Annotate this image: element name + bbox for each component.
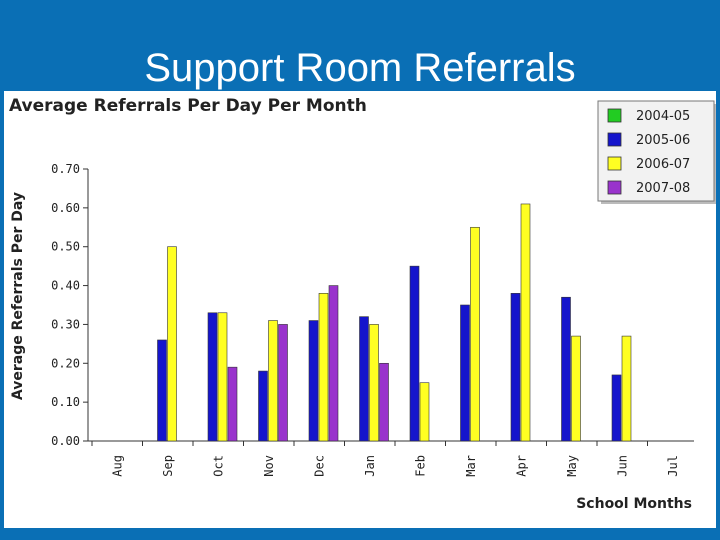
bar xyxy=(611,374,622,442)
x-tick-label: Jul xyxy=(666,455,680,477)
bar xyxy=(318,293,329,442)
legend-swatch xyxy=(607,132,622,147)
bar xyxy=(359,316,369,442)
y-tick-label: 0.10 xyxy=(51,395,80,409)
bar xyxy=(207,312,218,442)
slide-title: Support Room Referrals xyxy=(144,46,576,90)
y-tick-label: 0.20 xyxy=(51,356,80,370)
legend: 2004-05 2005-06 2006-07 2007-08 xyxy=(597,100,716,204)
bar xyxy=(258,370,268,442)
x-tick-label: Oct xyxy=(211,455,225,477)
y-axis-title: Average Referrals Per Day xyxy=(10,192,26,400)
x-tick-label: Mar xyxy=(464,455,478,477)
x-tick-label: Dec xyxy=(312,455,326,477)
bar xyxy=(510,293,521,442)
y-tick-label: 0.70 xyxy=(51,162,80,176)
y-tick-label: 0.50 xyxy=(51,240,80,254)
bar xyxy=(157,339,167,442)
bottom-bar xyxy=(0,528,720,540)
y-tick-label: 0.30 xyxy=(51,317,80,331)
x-axis-title: School Months xyxy=(576,496,692,512)
legend-label: 2005-06 xyxy=(636,133,690,148)
x-tick-label: Apr xyxy=(514,455,528,477)
x-tick-label: Nov xyxy=(262,455,276,477)
legend-swatch xyxy=(607,108,622,123)
bar xyxy=(308,320,319,442)
chart-title: Average Referrals Per Day Per Month xyxy=(9,96,367,116)
bar-chart: Average Referrals Per Day Per Month Aver… xyxy=(9,96,716,512)
bar xyxy=(217,312,228,442)
bar xyxy=(379,362,389,442)
bar xyxy=(621,335,632,442)
bar xyxy=(470,226,480,442)
x-tick-label: Jun xyxy=(615,455,629,477)
bar xyxy=(369,324,379,442)
bar xyxy=(278,324,288,442)
x-tick-label: Feb xyxy=(413,455,427,477)
x-tick-label: May xyxy=(565,455,579,477)
y-tick-label: 0.00 xyxy=(51,434,80,448)
bar xyxy=(419,382,430,442)
bar xyxy=(520,203,531,442)
bar xyxy=(227,366,238,442)
legend-swatch xyxy=(607,156,622,171)
legend-label: 2007-08 xyxy=(636,181,690,196)
bar xyxy=(167,246,177,442)
legend-label: 2004-05 xyxy=(636,109,690,124)
bar xyxy=(328,285,339,442)
y-tick-label: 0.60 xyxy=(51,201,80,215)
bar xyxy=(409,265,420,442)
legend-label: 2006-07 xyxy=(636,157,690,172)
y-tick-label: 0.40 xyxy=(51,279,80,293)
x-tick-label: Aug xyxy=(110,455,124,477)
bar xyxy=(571,335,581,442)
x-tick-label: Sep xyxy=(161,455,175,477)
bar xyxy=(460,304,470,442)
legend-swatch xyxy=(607,180,622,195)
plot-area: 0.00 0.10 0.20 0.30 0.40 0.50 0.60 0.70 Aug Sep Oc… xyxy=(51,162,694,477)
chart-panel: Average Referrals Per Day Per Month Aver… xyxy=(4,91,716,528)
x-tick-label: Jan xyxy=(363,455,377,477)
bar xyxy=(561,296,571,442)
bar xyxy=(268,320,278,442)
